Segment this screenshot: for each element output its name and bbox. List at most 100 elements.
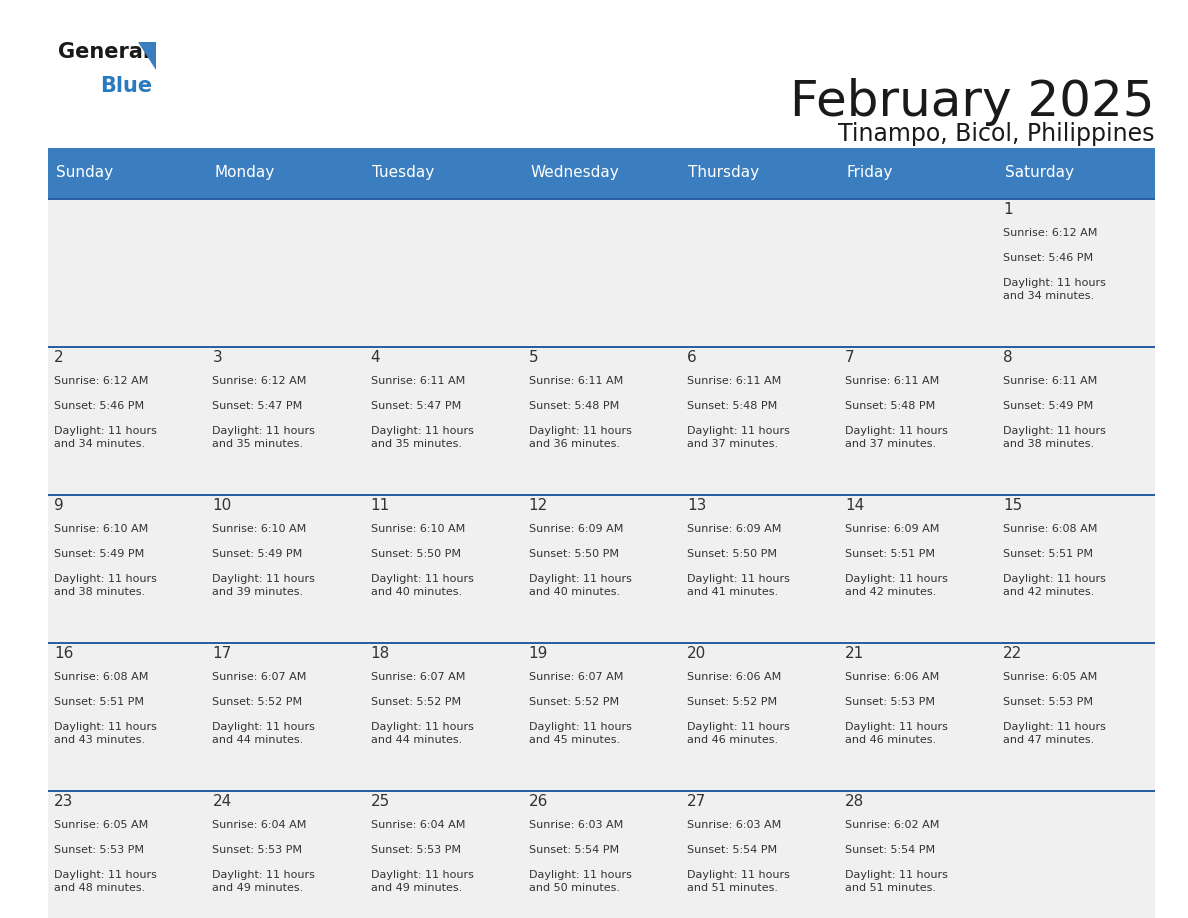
Text: Saturday: Saturday — [1005, 165, 1074, 181]
Text: 8: 8 — [1003, 351, 1013, 365]
Text: Wednesday: Wednesday — [530, 165, 619, 181]
Text: 18: 18 — [371, 646, 390, 662]
Text: Sunday: Sunday — [56, 165, 113, 181]
Text: Sunrise: 6:07 AM: Sunrise: 6:07 AM — [371, 672, 465, 681]
Text: Sunrise: 6:05 AM: Sunrise: 6:05 AM — [1003, 672, 1098, 681]
Text: Sunset: 5:49 PM: Sunset: 5:49 PM — [213, 549, 303, 559]
Text: Daylight: 11 hours
and 40 minutes.: Daylight: 11 hours and 40 minutes. — [371, 574, 474, 597]
Text: Daylight: 11 hours
and 37 minutes.: Daylight: 11 hours and 37 minutes. — [845, 426, 948, 449]
Text: 25: 25 — [371, 794, 390, 810]
Text: Sunrise: 6:12 AM: Sunrise: 6:12 AM — [1003, 228, 1098, 238]
Text: Daylight: 11 hours
and 35 minutes.: Daylight: 11 hours and 35 minutes. — [213, 426, 315, 449]
Text: Daylight: 11 hours
and 46 minutes.: Daylight: 11 hours and 46 minutes. — [845, 722, 948, 744]
Text: Sunrise: 6:06 AM: Sunrise: 6:06 AM — [845, 672, 940, 681]
Text: Sunrise: 6:10 AM: Sunrise: 6:10 AM — [213, 523, 307, 533]
Text: Monday: Monday — [214, 165, 274, 181]
Text: 24: 24 — [213, 794, 232, 810]
Text: Sunrise: 6:05 AM: Sunrise: 6:05 AM — [55, 820, 148, 830]
Text: Sunset: 5:52 PM: Sunset: 5:52 PM — [213, 697, 303, 707]
Text: Sunset: 5:49 PM: Sunset: 5:49 PM — [1003, 401, 1093, 410]
Text: Sunrise: 6:11 AM: Sunrise: 6:11 AM — [371, 375, 465, 386]
Text: 20: 20 — [687, 646, 706, 662]
Text: 26: 26 — [529, 794, 548, 810]
Text: Sunset: 5:52 PM: Sunset: 5:52 PM — [371, 697, 461, 707]
Text: 9: 9 — [55, 498, 64, 513]
Text: Sunset: 5:50 PM: Sunset: 5:50 PM — [529, 549, 619, 559]
Text: Daylight: 11 hours
and 40 minutes.: Daylight: 11 hours and 40 minutes. — [529, 574, 632, 597]
Text: Sunset: 5:54 PM: Sunset: 5:54 PM — [529, 845, 619, 855]
Text: Sunrise: 6:12 AM: Sunrise: 6:12 AM — [213, 375, 307, 386]
Text: Daylight: 11 hours
and 46 minutes.: Daylight: 11 hours and 46 minutes. — [687, 722, 790, 744]
Text: Sunset: 5:54 PM: Sunset: 5:54 PM — [687, 845, 777, 855]
Text: Sunrise: 6:10 AM: Sunrise: 6:10 AM — [371, 523, 465, 533]
Text: Sunrise: 6:12 AM: Sunrise: 6:12 AM — [55, 375, 148, 386]
Text: Sunrise: 6:03 AM: Sunrise: 6:03 AM — [529, 820, 623, 830]
Text: 11: 11 — [371, 498, 390, 513]
Text: Sunset: 5:53 PM: Sunset: 5:53 PM — [845, 697, 935, 707]
Text: Sunrise: 6:10 AM: Sunrise: 6:10 AM — [55, 523, 148, 533]
Text: Daylight: 11 hours
and 48 minutes.: Daylight: 11 hours and 48 minutes. — [55, 870, 157, 892]
Text: Sunrise: 6:11 AM: Sunrise: 6:11 AM — [529, 375, 623, 386]
Text: 4: 4 — [371, 351, 380, 365]
Text: 3: 3 — [213, 351, 222, 365]
Text: Daylight: 11 hours
and 42 minutes.: Daylight: 11 hours and 42 minutes. — [1003, 574, 1106, 597]
Text: Sunset: 5:51 PM: Sunset: 5:51 PM — [845, 549, 935, 559]
Text: Sunrise: 6:11 AM: Sunrise: 6:11 AM — [845, 375, 940, 386]
Text: Daylight: 11 hours
and 51 minutes.: Daylight: 11 hours and 51 minutes. — [687, 870, 790, 892]
Text: Daylight: 11 hours
and 44 minutes.: Daylight: 11 hours and 44 minutes. — [213, 722, 315, 744]
Text: Sunrise: 6:09 AM: Sunrise: 6:09 AM — [845, 523, 940, 533]
Text: 5: 5 — [529, 351, 538, 365]
Text: Daylight: 11 hours
and 44 minutes.: Daylight: 11 hours and 44 minutes. — [371, 722, 474, 744]
Text: Sunset: 5:53 PM: Sunset: 5:53 PM — [371, 845, 461, 855]
Text: Daylight: 11 hours
and 51 minutes.: Daylight: 11 hours and 51 minutes. — [845, 870, 948, 892]
Text: February 2025: February 2025 — [790, 78, 1155, 126]
Text: Sunrise: 6:04 AM: Sunrise: 6:04 AM — [213, 820, 307, 830]
Text: Sunrise: 6:02 AM: Sunrise: 6:02 AM — [845, 820, 940, 830]
Text: 7: 7 — [845, 351, 854, 365]
Text: Sunrise: 6:09 AM: Sunrise: 6:09 AM — [687, 523, 782, 533]
Text: Daylight: 11 hours
and 34 minutes.: Daylight: 11 hours and 34 minutes. — [55, 426, 157, 449]
Text: 22: 22 — [1003, 646, 1023, 662]
Text: Sunset: 5:52 PM: Sunset: 5:52 PM — [529, 697, 619, 707]
Text: Sunset: 5:52 PM: Sunset: 5:52 PM — [687, 697, 777, 707]
Text: Sunrise: 6:06 AM: Sunrise: 6:06 AM — [687, 672, 782, 681]
Text: Daylight: 11 hours
and 45 minutes.: Daylight: 11 hours and 45 minutes. — [529, 722, 632, 744]
Text: Sunset: 5:46 PM: Sunset: 5:46 PM — [1003, 252, 1093, 263]
Text: Sunrise: 6:11 AM: Sunrise: 6:11 AM — [687, 375, 782, 386]
Text: Sunset: 5:49 PM: Sunset: 5:49 PM — [55, 549, 145, 559]
Text: Sunset: 5:53 PM: Sunset: 5:53 PM — [213, 845, 303, 855]
Text: Sunset: 5:51 PM: Sunset: 5:51 PM — [1003, 549, 1093, 559]
Text: Sunrise: 6:11 AM: Sunrise: 6:11 AM — [1003, 375, 1098, 386]
Text: 21: 21 — [845, 646, 865, 662]
Text: Daylight: 11 hours
and 41 minutes.: Daylight: 11 hours and 41 minutes. — [687, 574, 790, 597]
Text: Daylight: 11 hours
and 49 minutes.: Daylight: 11 hours and 49 minutes. — [213, 870, 315, 892]
Text: Sunset: 5:48 PM: Sunset: 5:48 PM — [687, 401, 777, 410]
Text: 14: 14 — [845, 498, 865, 513]
Text: General: General — [58, 42, 150, 62]
Text: Sunset: 5:48 PM: Sunset: 5:48 PM — [845, 401, 935, 410]
Text: Sunrise: 6:04 AM: Sunrise: 6:04 AM — [371, 820, 465, 830]
Text: Sunset: 5:48 PM: Sunset: 5:48 PM — [529, 401, 619, 410]
Text: 6: 6 — [687, 351, 696, 365]
Text: Sunrise: 6:09 AM: Sunrise: 6:09 AM — [529, 523, 624, 533]
Text: Sunset: 5:53 PM: Sunset: 5:53 PM — [1003, 697, 1093, 707]
Text: Daylight: 11 hours
and 42 minutes.: Daylight: 11 hours and 42 minutes. — [845, 574, 948, 597]
Text: Daylight: 11 hours
and 34 minutes.: Daylight: 11 hours and 34 minutes. — [1003, 278, 1106, 301]
Text: Sunrise: 6:07 AM: Sunrise: 6:07 AM — [213, 672, 307, 681]
Text: Sunset: 5:47 PM: Sunset: 5:47 PM — [371, 401, 461, 410]
Text: Daylight: 11 hours
and 39 minutes.: Daylight: 11 hours and 39 minutes. — [213, 574, 315, 597]
Text: Daylight: 11 hours
and 35 minutes.: Daylight: 11 hours and 35 minutes. — [371, 426, 474, 449]
Text: Sunset: 5:50 PM: Sunset: 5:50 PM — [687, 549, 777, 559]
Text: Tuesday: Tuesday — [372, 165, 435, 181]
Text: 1: 1 — [1003, 203, 1013, 218]
Text: 28: 28 — [845, 794, 865, 810]
Text: Daylight: 11 hours
and 36 minutes.: Daylight: 11 hours and 36 minutes. — [529, 426, 632, 449]
Text: Sunset: 5:46 PM: Sunset: 5:46 PM — [55, 401, 145, 410]
Text: 23: 23 — [55, 794, 74, 810]
Text: Sunset: 5:53 PM: Sunset: 5:53 PM — [55, 845, 144, 855]
Text: Thursday: Thursday — [689, 165, 759, 181]
Text: Sunset: 5:47 PM: Sunset: 5:47 PM — [213, 401, 303, 410]
Text: Blue: Blue — [100, 76, 152, 96]
Text: 2: 2 — [55, 351, 64, 365]
Text: 10: 10 — [213, 498, 232, 513]
